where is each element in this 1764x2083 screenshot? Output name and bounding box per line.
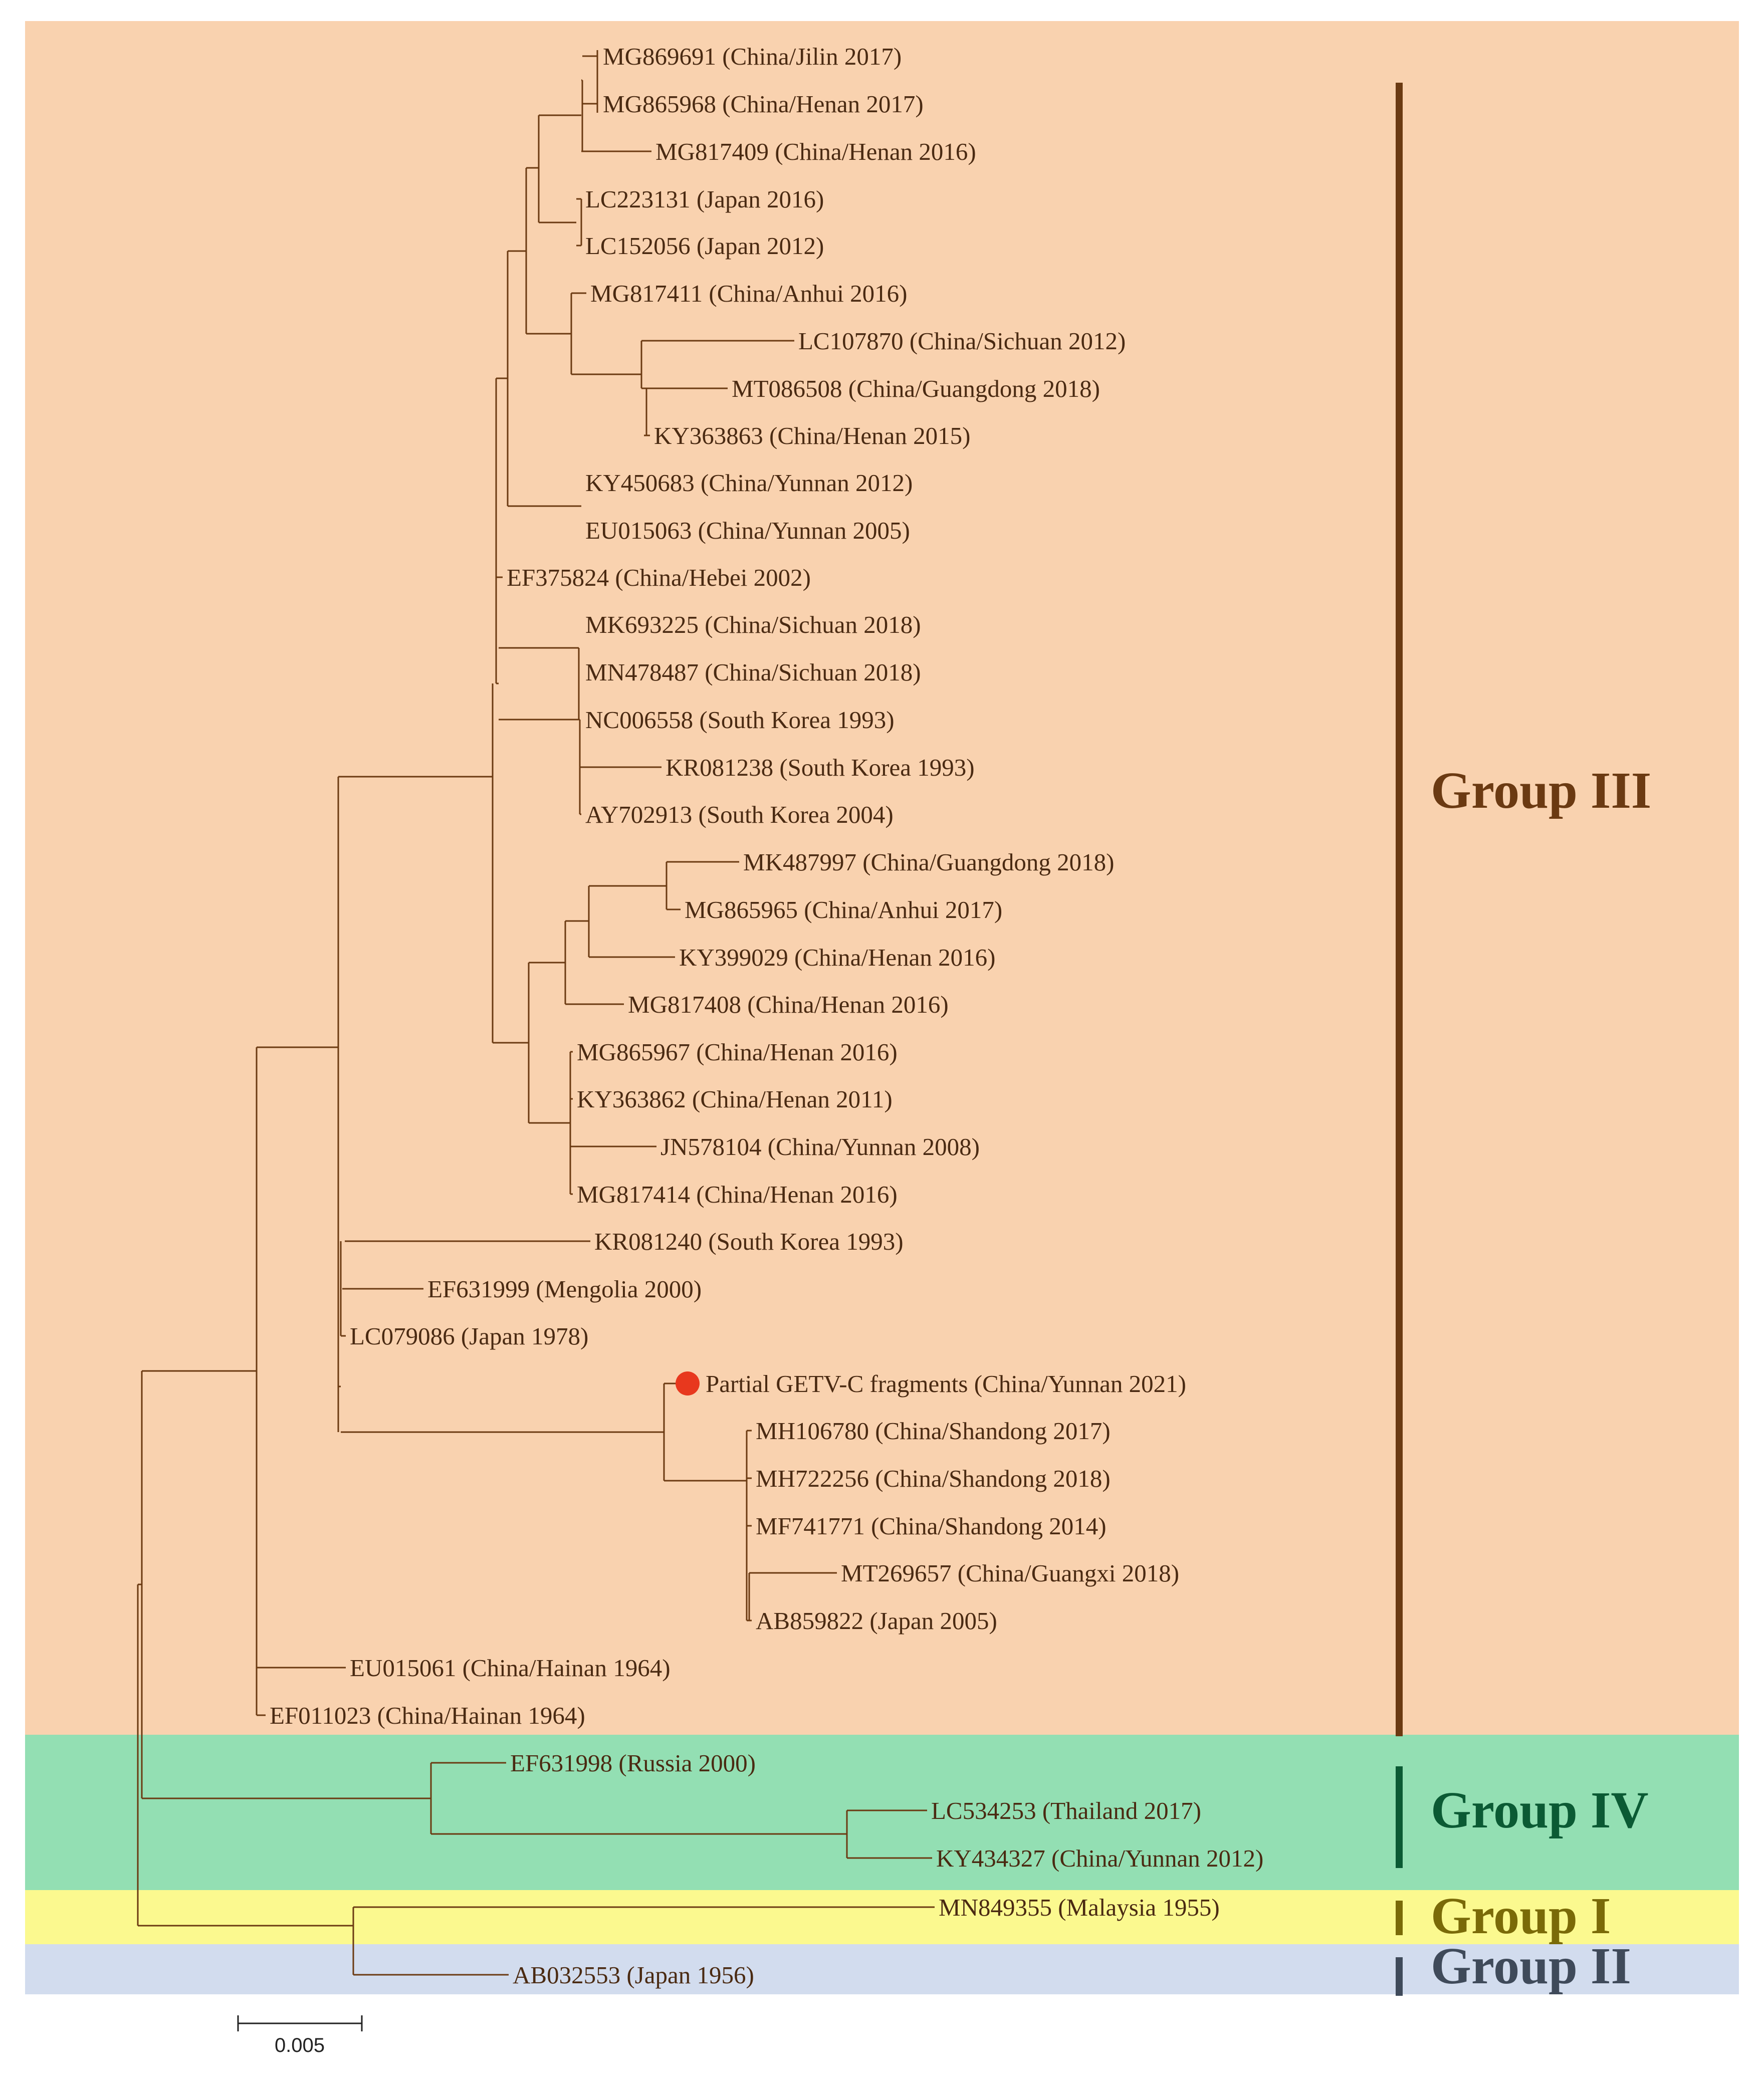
leaf-label: MH106780 (China/Shandong 2017) bbox=[756, 1417, 1111, 1445]
group-3-label: Group III bbox=[1431, 762, 1651, 819]
scale-bar: 0.005 bbox=[237, 2015, 363, 2056]
leaf-label: MK693225 (China/Sichuan 2018) bbox=[585, 611, 921, 638]
leaf-label: KY399029 (China/Henan 2016) bbox=[679, 944, 995, 971]
leaf-label: EF631998 (Russia 2000) bbox=[510, 1749, 756, 1777]
leaf-label: LC223131 (Japan 2016) bbox=[585, 185, 824, 213]
leaf-label: LC079086 (Japan 1978) bbox=[350, 1322, 588, 1350]
tree-branches bbox=[137, 50, 935, 1976]
leaf-label: AB859822 (Japan 2005) bbox=[756, 1607, 997, 1635]
leaf-label: KY363862 (China/Henan 2011) bbox=[577, 1085, 893, 1113]
leaf-label: EU015061 (China/Hainan 1964) bbox=[350, 1654, 671, 1682]
leaf-label: EF375824 (China/Hebei 2002) bbox=[507, 564, 811, 591]
leaf-label: MF741771 (China/Shandong 2014) bbox=[756, 1512, 1107, 1540]
group-1-background bbox=[25, 1890, 1739, 1944]
leaf-label: JN578104 (China/Yunnan 2008) bbox=[660, 1133, 980, 1161]
leaf-label: MG869691 (China/Jilin 2017) bbox=[603, 43, 902, 70]
leaf-label: MK487997 (China/Guangdong 2018) bbox=[743, 848, 1114, 876]
leaf-label: MG817414 (China/Henan 2016) bbox=[577, 1181, 898, 1208]
leaf-label: LC152056 (Japan 2012) bbox=[585, 232, 824, 260]
leaf-label: LC534253 (Thailand 2017) bbox=[931, 1797, 1201, 1824]
leaf-label: AY702913 (South Korea 2004) bbox=[585, 801, 894, 828]
leaf-label: EF011023 (China/Hainan 1964) bbox=[270, 1702, 585, 1729]
leaf-labels: MG869691 (China/Jilin 2017) MG865968 (Chi… bbox=[270, 43, 1263, 1989]
leaf-label: MG865968 (China/Henan 2017) bbox=[603, 90, 924, 118]
group-1-label: Group I bbox=[1431, 1887, 1611, 1945]
leaf-label: MG817411 (China/Anhui 2016) bbox=[590, 280, 907, 307]
leaf-label: MN478487 (China/Sichuan 2018) bbox=[585, 658, 921, 686]
group-3-background bbox=[25, 21, 1739, 1735]
leaf-label: MG817408 (China/Henan 2016) bbox=[628, 991, 949, 1018]
leaf-label: MT086508 (China/Guangdong 2018) bbox=[732, 375, 1100, 402]
leaf-label: MG865965 (China/Anhui 2017) bbox=[685, 896, 1002, 923]
leaf-label: KY363863 (China/Henan 2015) bbox=[654, 422, 970, 449]
group-2-label: Group II bbox=[1431, 1937, 1631, 1995]
highlighted-leaf-label: Partial GETV-C fragments (China/Yunnan 2… bbox=[706, 1370, 1186, 1398]
leaf-label: KR081238 (South Korea 1993) bbox=[666, 754, 975, 781]
leaf-label: EU015063 (China/Yunnan 2005) bbox=[585, 517, 910, 544]
leaf-label: KY450683 (China/Yunnan 2012) bbox=[585, 469, 913, 497]
leaf-label: MG865967 (China/Henan 2016) bbox=[577, 1038, 898, 1066]
group-2-background bbox=[25, 1944, 1739, 1994]
group-4-background bbox=[25, 1735, 1739, 1890]
highlight-marker-dot bbox=[676, 1371, 700, 1396]
leaf-label: EF631999 (Mengolia 2000) bbox=[427, 1275, 702, 1303]
leaf-label: MN849355 (Malaysia 1955) bbox=[939, 1894, 1220, 1921]
scale-bar-label: 0.005 bbox=[275, 2034, 325, 2056]
leaf-label: KR081240 (South Korea 1993) bbox=[594, 1228, 904, 1255]
leaf-label: LC107870 (China/Sichuan 2012) bbox=[798, 327, 1126, 355]
group-4-label: Group IV bbox=[1431, 1781, 1648, 1839]
leaf-label: NC006558 (South Korea 1993) bbox=[585, 706, 895, 734]
leaf-label: KY434327 (China/Yunnan 2012) bbox=[936, 1844, 1263, 1872]
leaf-label: AB032553 (Japan 1956) bbox=[513, 1961, 754, 1989]
leaf-label: MH722256 (China/Shandong 2018) bbox=[756, 1465, 1111, 1492]
leaf-label: MT269657 (China/Guangxi 2018) bbox=[841, 1559, 1179, 1587]
leaf-label: MG817409 (China/Henan 2016) bbox=[655, 138, 976, 165]
